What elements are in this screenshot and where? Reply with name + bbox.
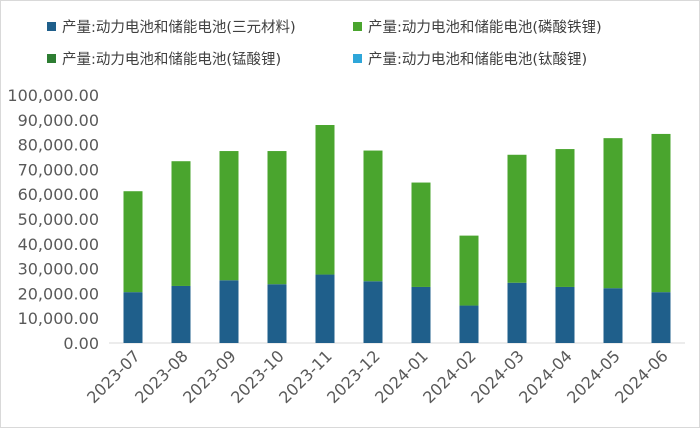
y-tick-label: 60,000.00 — [18, 185, 99, 204]
bar-segment-series-0 — [651, 292, 671, 343]
bar-segment-series-1 — [411, 182, 431, 287]
bar-segment-series-1 — [459, 235, 479, 306]
legend-item-ternary: 产量:动力电池和储能电池(三元材料) — [47, 17, 296, 39]
bar-segment-series-0 — [507, 282, 527, 343]
legend-label-lfp: 产量:动力电池和储能电池(磷酸铁锂) — [368, 20, 602, 36]
bar-segment-series-1 — [363, 150, 383, 282]
y-tick-label: 100,000.00 — [7, 86, 99, 105]
bar-segment-series-1 — [267, 151, 287, 285]
bar-segment-series-0 — [603, 288, 623, 343]
bar-segment-series-0 — [219, 280, 239, 343]
x-axis: 2023-072023-082023-092023-102023-112023-… — [83, 346, 672, 407]
bar-segment-series-1 — [219, 151, 239, 281]
bar-segment-series-1 — [603, 138, 623, 289]
bar-segment-series-0 — [315, 274, 335, 343]
bar-segment-series-1 — [555, 149, 575, 287]
bar-segment-series-1 — [507, 154, 527, 283]
x-tick-label: 2024-06 — [611, 346, 672, 407]
y-tick-label: 40,000.00 — [18, 235, 99, 254]
bar-segment-series-0 — [459, 305, 479, 343]
legend-label-ternary: 产量:动力电池和储能电池(三元材料) — [62, 20, 296, 36]
y-tick-label: 80,000.00 — [18, 136, 99, 155]
y-axis: 0.00 10,000.00 20,000.00 30,000.00 40,000.00… — [7, 86, 685, 353]
legend-item-lfp: 产量:动力电池和储能电池(磷酸铁锂) — [353, 17, 602, 39]
y-tick-label: 30,000.00 — [18, 260, 99, 279]
bar-segment-series-0 — [411, 286, 431, 343]
legend-swatch-lto — [353, 54, 362, 63]
bar-segment-series-0 — [363, 281, 383, 343]
bar-group — [123, 125, 671, 343]
legend-swatch-lfp — [353, 22, 362, 31]
bar-segment-series-0 — [267, 284, 287, 343]
bar-segment-series-1 — [651, 133, 671, 293]
legend-item-lto: 产量:动力电池和储能电池(钛酸锂) — [353, 49, 587, 71]
legend-label-lmo: 产量:动力电池和储能电池(锰酸锂) — [62, 52, 282, 68]
y-tick-label: 10,000.00 — [18, 309, 99, 328]
y-tick-label: 50,000.00 — [18, 210, 99, 229]
y-tick-label: 0.00 — [63, 334, 99, 353]
bar-segment-series-0 — [171, 285, 191, 343]
bar-segment-series-0 — [123, 292, 143, 343]
legend-label-lto: 产量:动力电池和储能电池(钛酸锂) — [368, 52, 588, 68]
bar-segment-series-1 — [123, 191, 143, 293]
bar-segment-series-0 — [555, 286, 575, 343]
bar-segment-series-1 — [171, 161, 191, 286]
legend-swatch-lmo — [47, 54, 56, 63]
legend-swatch-ternary — [47, 22, 56, 31]
legend-item-lmo: 产量:动力电池和储能电池(锰酸锂) — [47, 49, 281, 71]
y-tick-label: 90,000.00 — [18, 111, 99, 130]
y-tick-label: 70,000.00 — [18, 160, 99, 179]
bar-segment-series-1 — [315, 125, 335, 275]
y-tick-label: 20,000.00 — [18, 284, 99, 303]
